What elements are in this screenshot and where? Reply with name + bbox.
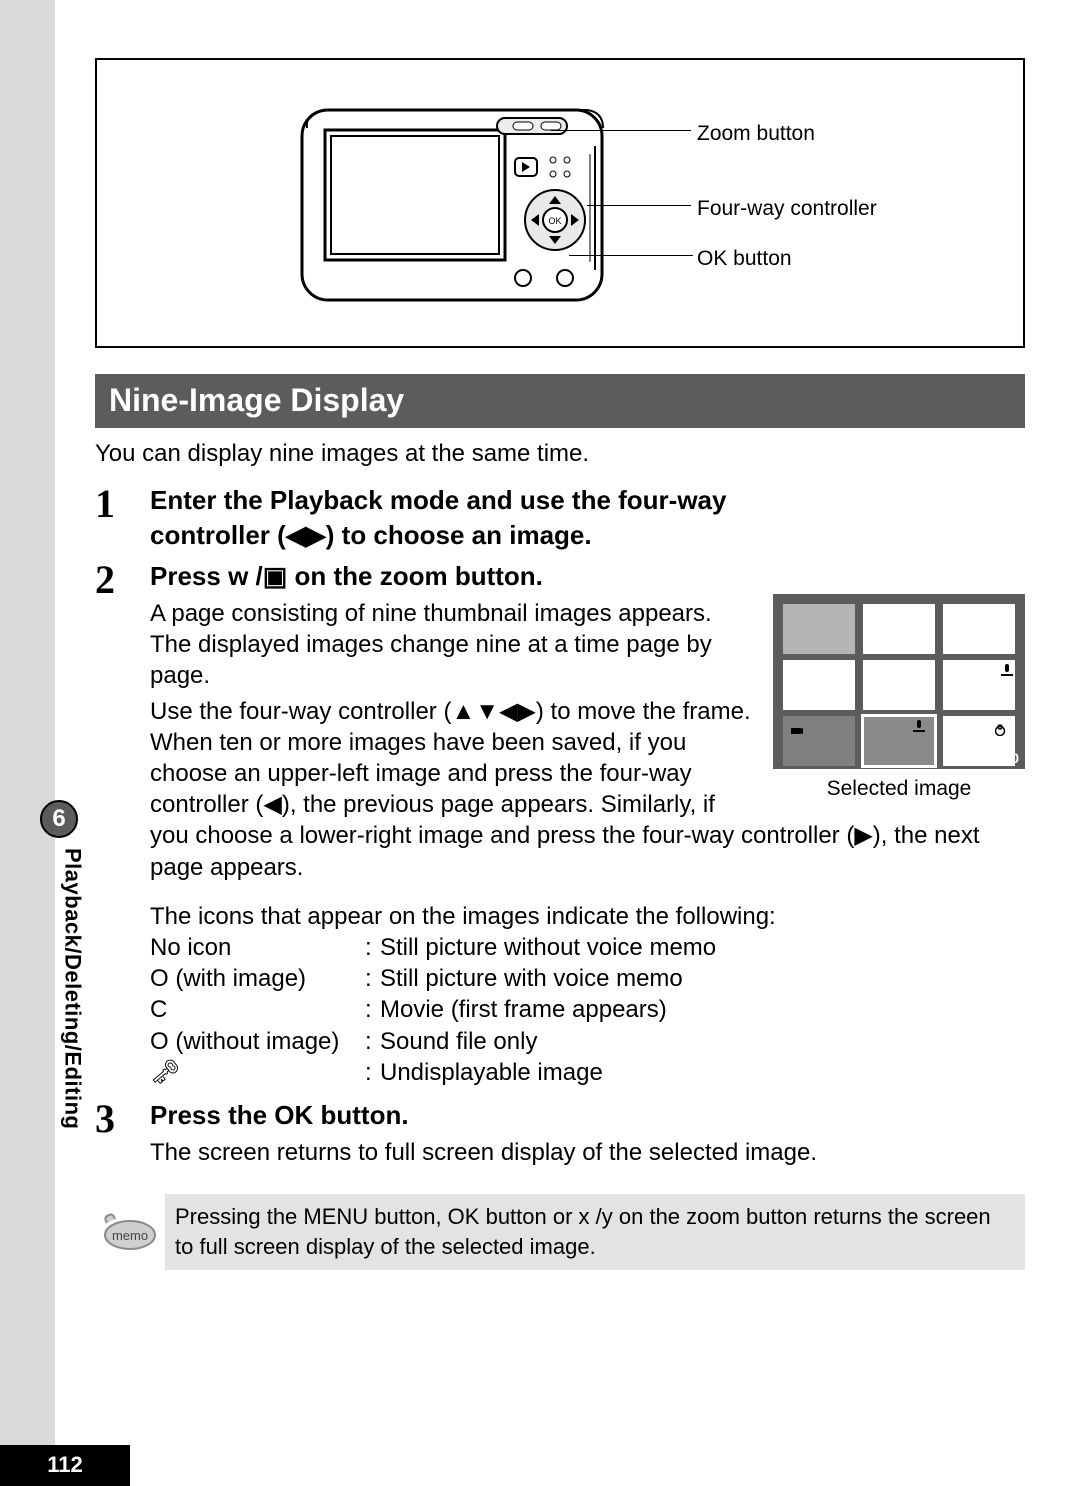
folder-number: 100-0010 xyxy=(960,749,1019,767)
step-3: 3 Press the OK button. The screen return… xyxy=(95,1098,1025,1168)
icon-key: C xyxy=(150,994,365,1025)
icon-val: Still picture with voice memo xyxy=(380,963,1025,994)
step-1: 1 Enter the Playback mode and use the fo… xyxy=(95,483,1025,553)
step-3-body: The screen returns to full screen displa… xyxy=(150,1137,1025,1168)
left-gutter xyxy=(0,0,55,1486)
step-number: 3 xyxy=(95,1098,150,1168)
chapter-title: Playback/Deleting/Editing xyxy=(58,848,87,1129)
page-number: 112 xyxy=(0,1445,130,1486)
svg-text:memo: memo xyxy=(111,1228,147,1243)
icon-legend-intro: The icons that appear on the images indi… xyxy=(150,901,1025,932)
icon-legend: The icons that appear on the images indi… xyxy=(150,901,1025,1088)
memo-callout: memo Pressing the MENU button, OK button… xyxy=(95,1194,1025,1269)
steps-list: 1 Enter the Playback mode and use the fo… xyxy=(95,483,1025,1168)
memo-text: Pressing the MENU button, OK button or x… xyxy=(165,1194,1025,1269)
icon-val: Sound file only xyxy=(380,1026,1025,1057)
camera-illustration: OK xyxy=(297,80,617,330)
callout-line xyxy=(587,205,691,206)
svg-text:OK: OK xyxy=(548,216,561,226)
step-1-title-line2: controller (◀▶) to choose an image. xyxy=(150,518,1025,553)
callout-fourway: Four-way controller xyxy=(697,195,877,222)
step-2-title: Press w /▣ on the zoom button. xyxy=(150,559,1025,594)
callout-line xyxy=(551,130,691,131)
icon-val: Still picture without voice memo xyxy=(380,932,1025,963)
callout-zoom: Zoom button xyxy=(697,120,815,147)
camera-diagram-box: OK Zoom button Four-way controller OK bu… xyxy=(95,58,1025,348)
icon-val: Undisplayable image xyxy=(380,1057,1025,1088)
memo-icon: memo xyxy=(95,1211,165,1253)
icon-key: O (without image) xyxy=(150,1026,365,1057)
page-content: OK Zoom button Four-way controller OK bu… xyxy=(95,58,1025,1270)
callout-line xyxy=(569,255,693,256)
step-2: 2 Press w /▣ on the zoom button. xyxy=(95,559,1025,1088)
section-heading: Nine-Image Display xyxy=(95,374,1025,428)
icon-key: 🗝 xyxy=(150,1057,365,1088)
step-3-title: Press the OK button. xyxy=(150,1098,1025,1133)
chapter-number-badge: 6 xyxy=(40,800,78,838)
thumbnail-caption: Selected image xyxy=(773,775,1025,802)
chapter-number: 6 xyxy=(52,803,65,834)
icon-key: No icon xyxy=(150,932,365,963)
step-number: 1 xyxy=(95,483,150,553)
step-1-title-line1: Enter the Playback mode and use the four… xyxy=(150,483,1025,518)
thumbnail-grid: 100-0010 xyxy=(773,594,1025,769)
step-number: 2 xyxy=(95,559,150,1088)
icon-key: O (with image) xyxy=(150,963,365,994)
intro-text: You can display nine images at the same … xyxy=(95,438,1025,469)
icon-val: Movie (first frame appears) xyxy=(380,994,1025,1025)
thumbnail-preview: 100-0010 Selected image xyxy=(773,594,1025,802)
callout-ok: OK button xyxy=(697,245,792,272)
